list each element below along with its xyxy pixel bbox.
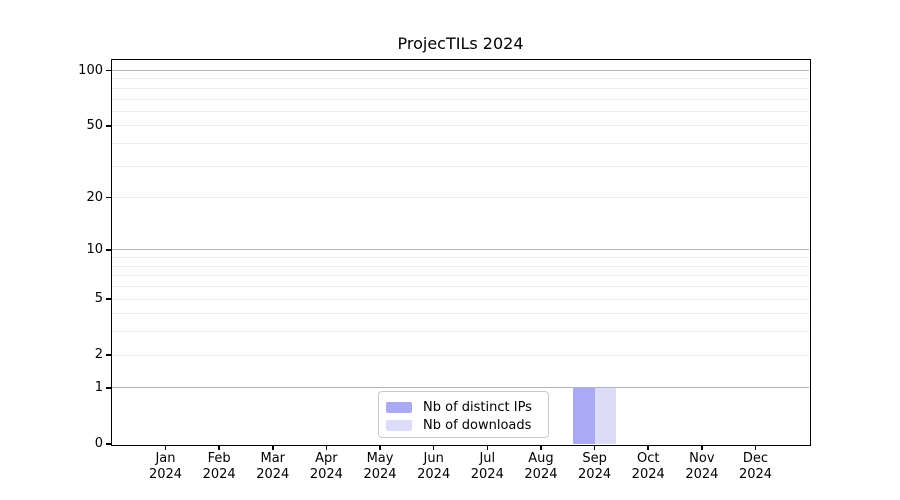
legend-label-downloads: Nb of downloads bbox=[423, 417, 532, 433]
y-gridline-minor bbox=[112, 275, 809, 277]
x-tick-year: 2024 bbox=[524, 466, 558, 482]
y-tick-mark bbox=[106, 69, 112, 72]
y-tick-mark bbox=[106, 249, 112, 251]
x-tick-mark bbox=[218, 445, 220, 450]
chart-title: ProjecTILs 2024 bbox=[397, 34, 524, 53]
x-tick-month: Mar bbox=[260, 451, 286, 466]
legend-item-distinct-ips: Nb of distinct IPs bbox=[386, 398, 540, 416]
x-tick-year: 2024 bbox=[578, 466, 612, 482]
x-tick-label: Feb 2024 bbox=[184, 451, 254, 482]
x-tick-month: Dec bbox=[742, 451, 769, 466]
y-tick-label: 100 bbox=[78, 62, 103, 78]
y-gridline-minor bbox=[112, 110, 809, 112]
x-tick-label: Apr 2024 bbox=[291, 451, 361, 482]
y-gridline-minor bbox=[112, 298, 809, 300]
y-tick-mark bbox=[106, 387, 112, 389]
plot-area bbox=[112, 60, 809, 444]
x-tick-month: Aug bbox=[528, 451, 554, 466]
x-tick-label: May 2024 bbox=[345, 451, 415, 482]
x-tick-year: 2024 bbox=[738, 466, 773, 482]
x-tick-month: Sep bbox=[582, 451, 607, 466]
bar-nb-of-downloads-sep bbox=[594, 387, 617, 444]
y-gridline-minor bbox=[112, 313, 809, 315]
legend-label-distinct-ips: Nb of distinct IPs bbox=[423, 399, 532, 415]
x-tick-year: 2024 bbox=[309, 466, 343, 482]
y-gridline-major bbox=[112, 70, 809, 72]
x-tick-mark bbox=[379, 445, 381, 450]
x-tick-year: 2024 bbox=[470, 466, 504, 482]
y-gridline-minor bbox=[112, 78, 809, 80]
y-tick-label: 20 bbox=[86, 189, 103, 205]
y-tick-label: 2 bbox=[94, 347, 103, 363]
y-gridline-major bbox=[112, 249, 809, 251]
legend: Nb of distinct IPs Nb of downloads bbox=[378, 391, 549, 438]
x-tick-label: Aug 2024 bbox=[506, 451, 576, 482]
y-tick-mark bbox=[106, 125, 112, 127]
x-tick-label: Mar 2024 bbox=[238, 451, 308, 482]
y-gridline-minor bbox=[112, 98, 809, 100]
y-gridline-minor bbox=[112, 286, 809, 288]
legend-swatch-distinct-ips bbox=[386, 401, 412, 413]
y-gridline-minor bbox=[112, 87, 809, 89]
x-tick-month: Feb bbox=[207, 451, 231, 466]
x-tick-month: Apr bbox=[315, 451, 338, 466]
x-tick-year: 2024 bbox=[202, 466, 236, 482]
y-gridline-minor bbox=[112, 354, 809, 356]
x-tick-year: 2024 bbox=[363, 466, 397, 482]
x-tick-year: 2024 bbox=[685, 466, 719, 482]
y-gridline-minor bbox=[112, 197, 809, 199]
y-gridline-minor bbox=[112, 331, 809, 333]
y-gridline-minor bbox=[112, 257, 809, 259]
x-tick-mark bbox=[272, 445, 274, 450]
y-tick-mark bbox=[106, 298, 112, 300]
legend-swatch-downloads bbox=[386, 419, 412, 431]
x-tick-label: Oct 2024 bbox=[613, 451, 683, 482]
x-tick-mark bbox=[486, 445, 489, 450]
x-tick-mark bbox=[701, 445, 703, 450]
x-tick-year: 2024 bbox=[148, 466, 183, 482]
x-tick-year: 2024 bbox=[256, 466, 290, 482]
x-tick-month: Oct bbox=[636, 451, 660, 466]
x-tick-label: Jun 2024 bbox=[399, 451, 469, 482]
x-tick-year: 2024 bbox=[417, 466, 451, 482]
x-tick-mark bbox=[432, 445, 435, 450]
x-tick-month: Nov bbox=[689, 451, 715, 466]
x-tick-label: Sep 2024 bbox=[560, 451, 630, 482]
y-gridline-minor bbox=[112, 165, 809, 167]
x-tick-mark bbox=[647, 445, 649, 450]
y-gridline-minor bbox=[112, 142, 809, 144]
x-tick-month: Jan bbox=[155, 451, 176, 466]
x-tick-label: Jul 2024 bbox=[452, 451, 522, 482]
x-tick-year: 2024 bbox=[631, 466, 665, 482]
x-tick-mark bbox=[164, 445, 167, 450]
legend-item-downloads: Nb of downloads bbox=[386, 416, 540, 434]
x-tick-label: Nov 2024 bbox=[667, 451, 737, 482]
x-tick-label: Dec 2024 bbox=[721, 451, 791, 482]
y-tick-label: 10 bbox=[86, 241, 103, 257]
y-tick-label: 50 bbox=[86, 117, 103, 133]
x-tick-month: Jul bbox=[479, 451, 496, 466]
x-tick-mark bbox=[540, 445, 542, 450]
y-tick-mark bbox=[106, 196, 112, 199]
y-tick-label: 0 bbox=[94, 436, 103, 451]
x-tick-mark bbox=[754, 445, 757, 450]
x-tick-mark bbox=[325, 445, 328, 450]
bar-nb-of-distinct-ips-sep bbox=[572, 387, 595, 444]
y-tick-mark bbox=[106, 354, 112, 356]
x-tick-label: Jan 2024 bbox=[131, 451, 201, 482]
x-tick-month: Jun bbox=[423, 451, 444, 466]
y-gridline-minor bbox=[112, 125, 809, 127]
x-tick-month: May bbox=[366, 451, 394, 466]
y-tick-mark bbox=[106, 443, 112, 445]
y-gridline-major bbox=[112, 387, 809, 389]
y-gridline-minor bbox=[112, 265, 809, 267]
x-tick-mark bbox=[593, 445, 596, 450]
y-tick-label: 1 bbox=[94, 379, 103, 395]
y-tick-label: 5 bbox=[94, 290, 103, 306]
